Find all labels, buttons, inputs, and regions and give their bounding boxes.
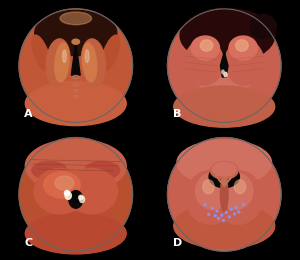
Circle shape [79, 195, 83, 200]
Ellipse shape [180, 9, 275, 62]
Ellipse shape [186, 171, 235, 224]
Text: A: A [24, 109, 33, 119]
Circle shape [19, 9, 133, 122]
Ellipse shape [71, 191, 80, 203]
Ellipse shape [209, 166, 239, 188]
Circle shape [228, 216, 230, 218]
Ellipse shape [234, 180, 246, 194]
Circle shape [204, 204, 206, 206]
Ellipse shape [184, 40, 224, 85]
Ellipse shape [25, 213, 126, 254]
Ellipse shape [35, 10, 117, 56]
Circle shape [225, 211, 227, 213]
Ellipse shape [80, 196, 85, 203]
Ellipse shape [82, 43, 97, 82]
Ellipse shape [174, 86, 275, 127]
Circle shape [242, 203, 244, 205]
Ellipse shape [32, 161, 67, 179]
Circle shape [64, 191, 70, 196]
Circle shape [216, 210, 218, 212]
Ellipse shape [66, 168, 117, 214]
Circle shape [221, 214, 223, 216]
Polygon shape [220, 52, 228, 77]
Ellipse shape [55, 176, 74, 190]
Circle shape [238, 211, 240, 213]
Ellipse shape [214, 171, 263, 224]
Ellipse shape [72, 39, 80, 44]
Ellipse shape [191, 36, 220, 60]
Circle shape [234, 213, 236, 215]
Ellipse shape [25, 81, 126, 126]
Ellipse shape [222, 70, 224, 74]
Circle shape [208, 213, 210, 216]
Ellipse shape [196, 173, 230, 210]
Ellipse shape [101, 35, 120, 71]
Ellipse shape [55, 43, 69, 82]
Circle shape [235, 206, 237, 209]
Ellipse shape [46, 39, 70, 86]
Ellipse shape [200, 40, 213, 51]
Circle shape [218, 217, 220, 219]
Ellipse shape [236, 40, 248, 51]
Ellipse shape [25, 139, 126, 193]
Text: C: C [24, 238, 32, 248]
Ellipse shape [60, 12, 92, 25]
Circle shape [212, 207, 213, 209]
Polygon shape [215, 174, 234, 187]
Ellipse shape [85, 50, 89, 62]
Ellipse shape [218, 173, 253, 210]
Ellipse shape [212, 162, 236, 176]
Ellipse shape [34, 168, 86, 214]
Ellipse shape [81, 39, 106, 86]
Ellipse shape [32, 35, 50, 71]
Ellipse shape [210, 161, 238, 179]
Ellipse shape [190, 37, 259, 94]
Text: D: D [172, 238, 182, 248]
Ellipse shape [62, 50, 66, 62]
Ellipse shape [250, 15, 277, 38]
Circle shape [19, 138, 133, 251]
Text: B: B [172, 109, 181, 119]
Circle shape [230, 208, 232, 210]
Ellipse shape [174, 203, 275, 249]
Ellipse shape [177, 140, 272, 185]
Polygon shape [71, 42, 80, 75]
Ellipse shape [85, 161, 120, 179]
Ellipse shape [225, 40, 264, 85]
Circle shape [223, 219, 224, 222]
Circle shape [167, 9, 281, 122]
Ellipse shape [65, 192, 71, 199]
Circle shape [167, 138, 281, 251]
Ellipse shape [220, 177, 228, 212]
Ellipse shape [203, 180, 214, 194]
Circle shape [214, 215, 216, 217]
Ellipse shape [229, 36, 257, 60]
Ellipse shape [44, 172, 80, 198]
Ellipse shape [224, 72, 227, 77]
Ellipse shape [69, 191, 83, 208]
